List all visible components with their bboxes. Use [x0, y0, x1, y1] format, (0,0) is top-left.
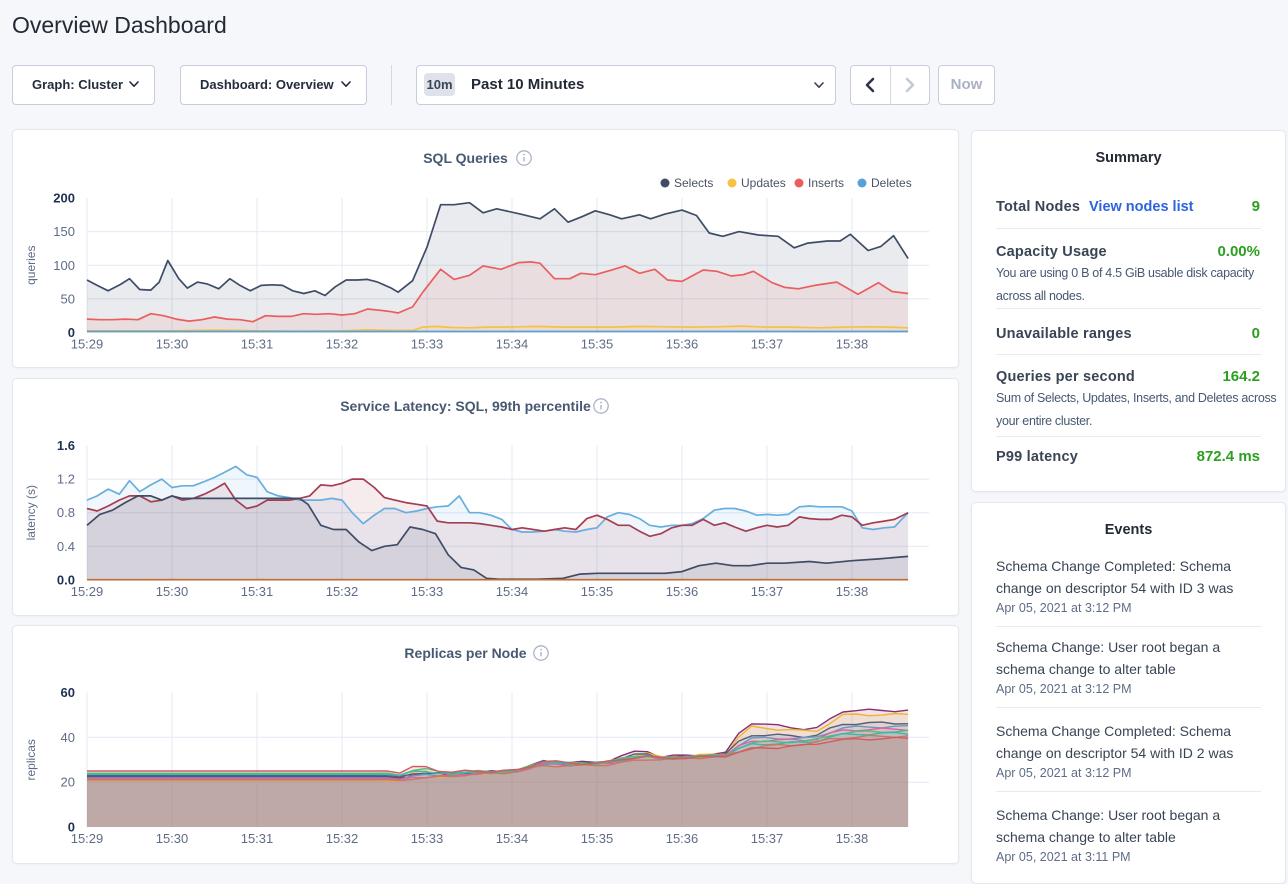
svg-text:Selects: Selects	[674, 176, 713, 190]
svg-text:60: 60	[61, 685, 75, 700]
svg-text:0: 0	[68, 820, 75, 835]
svg-text:15:35: 15:35	[581, 337, 614, 352]
svg-text:50: 50	[61, 291, 75, 306]
svg-text:15:30: 15:30	[156, 584, 189, 599]
svg-text:40: 40	[61, 730, 75, 745]
svg-text:15:36: 15:36	[666, 584, 699, 599]
svg-text:15:29: 15:29	[71, 337, 104, 352]
svg-text:latency (s): latency (s)	[24, 485, 38, 540]
svg-text:15:35: 15:35	[581, 584, 614, 599]
svg-text:15:31: 15:31	[241, 584, 274, 599]
svg-text:0: 0	[68, 325, 75, 340]
svg-text:15:38: 15:38	[836, 831, 869, 846]
svg-text:15:37: 15:37	[751, 584, 784, 599]
svg-text:15:37: 15:37	[751, 831, 784, 846]
svg-text:15:32: 15:32	[326, 584, 359, 599]
svg-text:15:36: 15:36	[666, 831, 699, 846]
svg-text:150: 150	[53, 224, 75, 239]
svg-text:15:35: 15:35	[581, 831, 614, 846]
svg-text:15:30: 15:30	[156, 337, 189, 352]
svg-text:15:30: 15:30	[156, 831, 189, 846]
svg-text:20: 20	[61, 775, 75, 790]
svg-text:Inserts: Inserts	[808, 176, 844, 190]
svg-text:15:29: 15:29	[71, 584, 104, 599]
svg-text:0.4: 0.4	[57, 539, 75, 554]
svg-text:replicas: replicas	[24, 739, 38, 780]
svg-text:Deletes: Deletes	[871, 176, 912, 190]
svg-text:200: 200	[53, 191, 75, 206]
svg-text:Updates: Updates	[741, 176, 786, 190]
svg-text:15:34: 15:34	[496, 584, 529, 599]
svg-text:15:36: 15:36	[666, 337, 699, 352]
svg-text:15:38: 15:38	[836, 584, 869, 599]
svg-text:15:29: 15:29	[71, 831, 104, 846]
svg-text:0.8: 0.8	[57, 505, 75, 520]
svg-text:15:33: 15:33	[411, 584, 444, 599]
svg-text:100: 100	[53, 258, 75, 273]
svg-text:15:32: 15:32	[326, 831, 359, 846]
svg-text:15:34: 15:34	[496, 831, 529, 846]
svg-text:15:33: 15:33	[411, 831, 444, 846]
svg-text:1.6: 1.6	[57, 438, 75, 453]
svg-text:15:33: 15:33	[411, 337, 444, 352]
svg-text:0.0: 0.0	[57, 573, 75, 588]
svg-text:15:31: 15:31	[241, 831, 274, 846]
svg-text:1.2: 1.2	[57, 472, 75, 487]
svg-text:15:31: 15:31	[241, 337, 274, 352]
svg-text:15:34: 15:34	[496, 337, 529, 352]
svg-text:15:37: 15:37	[751, 337, 784, 352]
svg-text:15:32: 15:32	[326, 337, 359, 352]
svg-text:queries: queries	[24, 246, 38, 285]
svg-text:15:38: 15:38	[836, 337, 869, 352]
